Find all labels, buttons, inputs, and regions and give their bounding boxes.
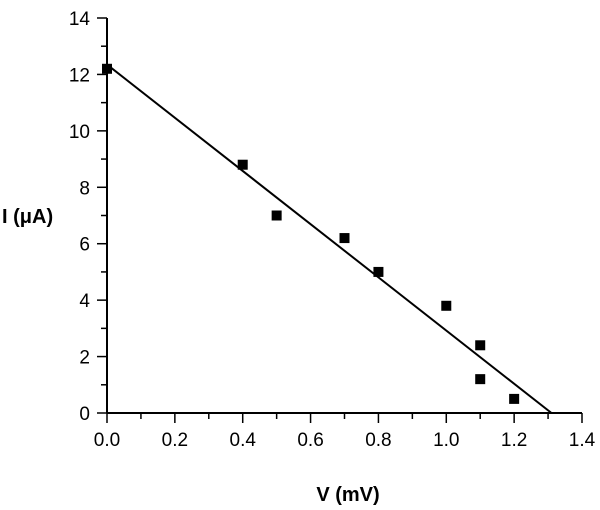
axes	[106, 18, 582, 414]
ticks	[97, 17, 583, 423]
data-point	[509, 393, 520, 404]
tick-labels: 0.0 0.2 0.4 0.6 0.8 1.0 1.2 1.4 0 2 4 6 8 10 12 14	[69, 9, 596, 451]
x-tick-label: 1.2	[501, 430, 527, 451]
y-tick-label: 4	[79, 291, 90, 312]
fit-line-group	[106, 63, 553, 414]
y-tick-label: 2	[79, 348, 90, 369]
y-tick-label: 14	[69, 9, 91, 30]
data-point	[475, 374, 486, 385]
y-tick-label: 0	[79, 404, 90, 425]
y-tick-label: 8	[79, 178, 90, 199]
linear-fit-line	[106, 63, 553, 414]
data-point	[475, 340, 486, 351]
x-tick-label: 0.0	[94, 430, 120, 451]
x-tick-label: 1.0	[433, 430, 459, 451]
y-tick-label: 12	[69, 65, 90, 86]
x-tick-label: 0.2	[162, 430, 188, 451]
y-tick-label: 10	[69, 122, 90, 143]
y-tick-label: 6	[79, 235, 90, 256]
x-axis-title: V (mV)	[316, 484, 379, 506]
data-point	[373, 266, 384, 277]
x-tick-label: 0.6	[297, 430, 323, 451]
x-tick-label: 0.8	[365, 430, 391, 451]
data-point	[339, 233, 350, 244]
y-axis-title: I (μA)	[2, 206, 53, 228]
data-point	[271, 210, 282, 221]
data-point	[102, 63, 112, 74]
data-points	[102, 63, 520, 404]
data-point	[441, 300, 452, 311]
data-point	[237, 159, 248, 170]
x-tick-label: 0.4	[230, 430, 257, 451]
x-tick-label: 1.4	[569, 430, 596, 451]
